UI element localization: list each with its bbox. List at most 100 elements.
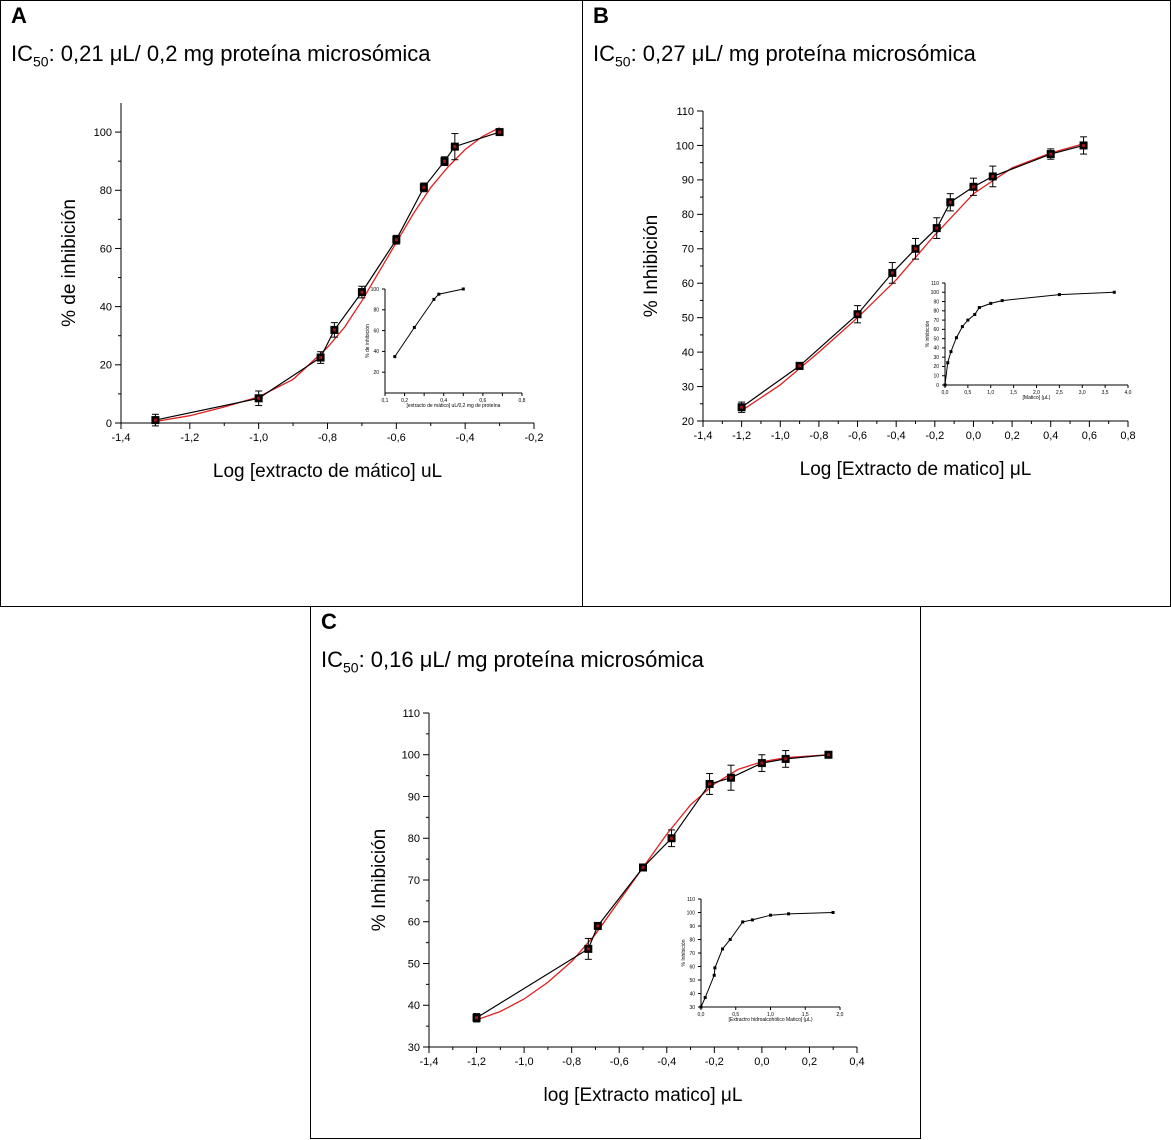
inset-data-point <box>728 938 732 941</box>
x-tick-label: 0,4 <box>440 398 447 404</box>
x-tick-label: -0,6 <box>387 432 406 444</box>
inset-data-point <box>1057 293 1061 297</box>
x-tick-label: -0,8 <box>562 1056 581 1068</box>
data-line <box>741 144 1084 408</box>
x-tick-label: 0,8 <box>1120 430 1135 442</box>
y-tick-label: 20 <box>100 360 112 372</box>
x-tick-label: -1,2 <box>467 1056 486 1068</box>
data-line <box>476 754 829 1019</box>
x-tick-label: 0,0 <box>942 390 949 396</box>
panel-title: IC50: 0,16 μL/ mg proteína microsómica <box>321 647 704 676</box>
data-point-fit-marker <box>1049 152 1053 156</box>
y-tick-label: 70 <box>682 244 694 256</box>
y-tick-label: 0 <box>106 418 112 430</box>
y-tick-label: 100 <box>94 127 112 139</box>
y-tick-label: 30 <box>682 381 694 393</box>
inset-chart: 0,0 0,5 1,0 1,5 2,0 2,5 3,0 3,5 4,0 0 10 20 30 40 50 60… <box>925 281 1132 401</box>
y-tick-label: 50 <box>933 336 939 342</box>
y-tick-label: 100 <box>931 290 940 296</box>
x-tick-label: 0,4 <box>849 1056 864 1068</box>
data-point-fit-marker <box>498 130 502 134</box>
y-tick-label: 40 <box>933 346 939 352</box>
y-tick-label: 50 <box>408 958 420 970</box>
inset-data-point <box>1000 299 1004 303</box>
x-tick-label: -1,2 <box>180 432 199 444</box>
x-tick-label: -1,2 <box>732 430 751 442</box>
y-tick-label: 60 <box>373 328 379 334</box>
x-tick-label: -0,6 <box>848 430 867 442</box>
y-tick-label: 40 <box>373 349 379 355</box>
x-tick-label: 0,0 <box>754 1056 769 1068</box>
x-tick-label: 0,2 <box>401 398 408 404</box>
x-tick-label: 2,0 <box>837 1012 844 1018</box>
y-tick-label: 40 <box>100 301 112 313</box>
x-tick-label: 1,5 <box>802 1012 809 1018</box>
inset-data-point <box>741 920 745 924</box>
data-point-fit-marker <box>914 247 917 251</box>
inset-x-axis-label: [Extractro hidroalcohólico Matico] (μL) <box>728 1017 812 1023</box>
chart-a: -1,4 -1,2 -1,0 -0,8 -0,6 -0,4 -0,2 0 20 40 60 80 100… <box>59 103 543 482</box>
x-tick-label: -1,4 <box>112 432 131 444</box>
x-tick-label: -0,2 <box>705 1056 724 1068</box>
data-point-fit-marker <box>641 865 645 869</box>
y-tick-label: 30 <box>689 1005 695 1011</box>
y-tick-label: 80 <box>933 309 939 315</box>
inset-data-point <box>713 966 717 970</box>
y-tick-label: 20 <box>933 364 939 370</box>
inset-x-axis-label: [Matico] (μL) <box>1023 395 1051 401</box>
x-tick-label: -1,0 <box>771 430 790 442</box>
data-point-fit-marker <box>422 185 426 189</box>
y-tick-label: 100 <box>676 140 694 152</box>
y-tick-label: 90 <box>682 175 694 187</box>
y-tick-label: 50 <box>682 313 694 325</box>
inset-data-point <box>960 325 964 329</box>
data-point-fit-marker <box>948 200 952 204</box>
inset-data-point <box>1112 290 1116 294</box>
data-point-fit-marker <box>443 159 447 163</box>
y-tick-label: 70 <box>408 875 420 887</box>
inset-data-point <box>461 287 465 291</box>
x-tick-label: -0,4 <box>657 1056 676 1068</box>
x-tick-label: -0,8 <box>318 432 337 444</box>
y-tick-label: 110 <box>402 708 420 720</box>
inset-data-point <box>787 912 791 916</box>
inset-data-line <box>700 912 834 1008</box>
y-tick-label: 80 <box>682 209 694 221</box>
panel-letter: C <box>321 609 337 634</box>
inset-data-point <box>989 301 993 305</box>
x-tick-label: -1,4 <box>694 430 713 442</box>
y-axis-label: % Inhibición <box>369 829 390 931</box>
x-tick-label: 1,5 <box>1010 390 1017 396</box>
data-point-fit-marker <box>394 238 398 242</box>
data-point-fit-marker <box>360 290 364 294</box>
chart-c: -1,4 -1,2 -1,0 -0,8 -0,6 -0,4 -0,2 0,0 0,2 0,4 30 4… <box>369 708 865 1106</box>
data-point-fit-marker <box>586 947 590 951</box>
data-point-fit-marker <box>332 328 336 332</box>
inset-y-axis-label: % Inhibición <box>681 939 687 966</box>
inset-data-point <box>769 913 772 917</box>
y-tick-label: 100 <box>687 910 696 916</box>
y-tick-label: 50 <box>689 978 695 984</box>
y-tick-label: 80 <box>100 185 112 197</box>
x-tick-label: 0,5 <box>964 390 971 396</box>
y-tick-label: 60 <box>933 327 939 333</box>
inset-data-point <box>750 918 754 922</box>
chart-b: -1,4 -1,2 -1,0 -0,8 -0,6 -0,4 -0,2 0,0 0,2 0,4 0,6… <box>641 106 1136 480</box>
y-tick-label: 80 <box>373 308 379 314</box>
inset-data-point <box>973 313 977 317</box>
data-point-fit-marker <box>798 364 802 368</box>
inset-data-point <box>412 325 416 329</box>
x-axis-label: Log [Extracto de matico] μL <box>800 459 1032 480</box>
x-tick-label: 0,2 <box>1004 430 1019 442</box>
x-tick-label: 0,4 <box>1043 430 1058 442</box>
y-tick-label: 70 <box>689 951 695 957</box>
y-tick-label: 20 <box>373 370 379 376</box>
inset-chart: 0,1 0,2 0,4 0,6 0,8 20 40 60 80 100 [extracto de m… <box>365 287 526 409</box>
data-point-fit-marker <box>153 418 157 422</box>
fit-curve-line <box>155 127 500 423</box>
x-tick-label: 1,0 <box>987 390 994 396</box>
x-tick-label: 2,5 <box>1056 390 1063 396</box>
y-tick-label: 110 <box>931 281 939 287</box>
inset-data-point <box>721 947 725 951</box>
data-point-fit-marker <box>475 1016 479 1020</box>
